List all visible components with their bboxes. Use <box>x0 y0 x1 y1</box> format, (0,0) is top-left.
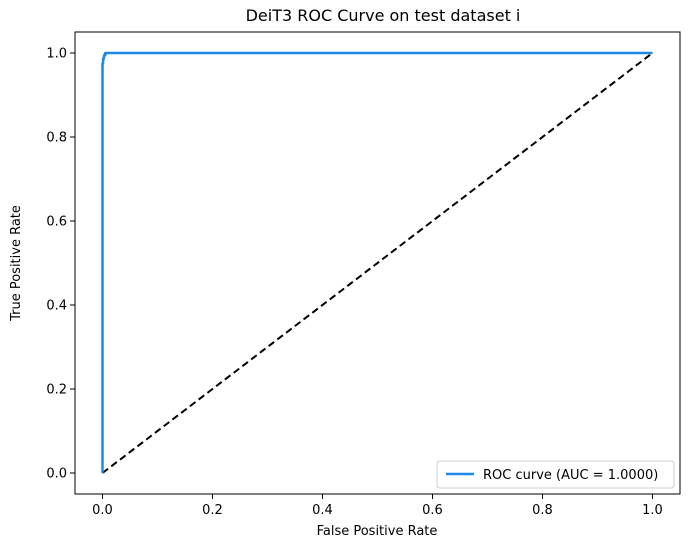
x-tick-label: 0.0 <box>92 503 113 518</box>
y-tick-label: 0.2 <box>46 383 67 398</box>
series-layer <box>101 51 654 474</box>
y-axis-label: True Positive Rate <box>9 205 24 322</box>
legend-box <box>436 460 675 489</box>
y-tick-label: 0.4 <box>46 299 67 314</box>
y-tick-label: 0.8 <box>46 131 67 146</box>
chance-diagonal-line <box>101 52 654 474</box>
roc-curve-line <box>101 51 653 473</box>
x-tick-label: 1.0 <box>642 503 663 518</box>
legend: ROC curve (AUC = 1.0000) <box>436 460 675 489</box>
plot-frame <box>74 31 681 495</box>
y-tick-label: 0.0 <box>46 467 67 482</box>
legend-label-roc: ROC curve (AUC = 1.0000) <box>483 468 658 483</box>
y-tick-label: 1.0 <box>46 47 67 62</box>
x-tick-label: 0.4 <box>312 503 333 518</box>
x-axis-ticks: 0.0 0.2 0.4 0.6 0.8 1.0 <box>92 494 663 518</box>
x-axis-label: False Positive Rate <box>317 524 438 539</box>
y-axis-ticks: 0.0 0.2 0.4 0.6 0.8 1.0 <box>46 47 75 482</box>
x-tick-label: 0.6 <box>422 503 443 518</box>
x-tick-label: 0.8 <box>532 503 553 518</box>
y-tick-label: 0.6 <box>46 215 67 230</box>
chart-title: DeiT3 ROC Curve on test dataset i <box>246 6 521 25</box>
x-tick-label: 0.2 <box>202 503 223 518</box>
